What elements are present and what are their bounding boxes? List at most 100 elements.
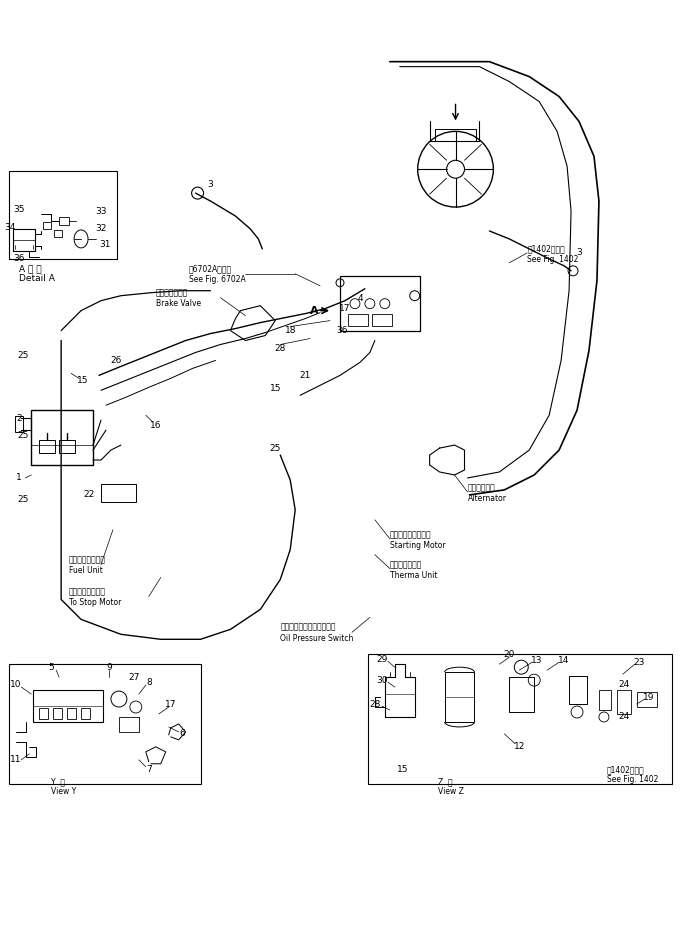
Text: オイルプレッシャスイッチ: オイルプレッシャスイッチ bbox=[280, 623, 336, 632]
Text: Fuel Unit: Fuel Unit bbox=[69, 566, 103, 575]
Bar bbox=[348, 313, 368, 326]
Text: 4: 4 bbox=[357, 294, 363, 303]
Text: 第6702A図参照: 第6702A図参照 bbox=[189, 264, 232, 273]
Text: 2: 2 bbox=[16, 413, 22, 423]
Bar bbox=[637, 692, 657, 707]
Bar bbox=[10, 664, 201, 784]
Bar bbox=[569, 676, 587, 704]
Bar bbox=[14, 229, 36, 251]
Text: 17: 17 bbox=[339, 304, 351, 313]
Text: 第1402図参照: 第1402図参照 bbox=[607, 765, 645, 774]
Text: Brake Valve: Brake Valve bbox=[156, 299, 201, 308]
Text: 13: 13 bbox=[531, 656, 543, 664]
Text: 15: 15 bbox=[77, 376, 89, 384]
Text: 25: 25 bbox=[18, 431, 29, 439]
Text: 36: 36 bbox=[336, 326, 348, 335]
Text: 19: 19 bbox=[643, 692, 654, 702]
Text: 7: 7 bbox=[146, 765, 152, 774]
Text: 第1402図参照: 第1402図参照 bbox=[527, 244, 565, 254]
Text: 36: 36 bbox=[14, 255, 25, 263]
Text: 14: 14 bbox=[559, 656, 570, 664]
Bar bbox=[59, 217, 69, 225]
Text: See Fig. 1402: See Fig. 1402 bbox=[527, 256, 579, 264]
Text: 25: 25 bbox=[270, 443, 281, 453]
Text: 26: 26 bbox=[110, 355, 122, 365]
Text: 29: 29 bbox=[376, 655, 387, 663]
Text: 35: 35 bbox=[14, 204, 25, 214]
Text: View Z: View Z bbox=[438, 787, 464, 796]
Text: Oil Pressure Switch: Oil Pressure Switch bbox=[280, 634, 354, 643]
Text: See Fig. 1402: See Fig. 1402 bbox=[607, 775, 658, 785]
Text: サーモユニット: サーモユニット bbox=[390, 560, 422, 569]
Text: 3: 3 bbox=[576, 248, 582, 258]
Text: 28: 28 bbox=[275, 344, 286, 353]
Text: 18: 18 bbox=[284, 326, 296, 335]
Bar bbox=[119, 717, 139, 731]
Text: Z  矢: Z 矢 bbox=[438, 777, 452, 787]
Bar bbox=[340, 276, 419, 330]
Text: 32: 32 bbox=[96, 225, 107, 233]
Text: 8: 8 bbox=[146, 677, 152, 687]
Text: 20: 20 bbox=[503, 649, 515, 659]
Bar bbox=[54, 230, 62, 237]
Text: 30: 30 bbox=[376, 675, 387, 685]
Text: 24: 24 bbox=[618, 713, 630, 721]
Bar bbox=[510, 677, 534, 712]
Bar bbox=[434, 130, 477, 141]
Text: 12: 12 bbox=[514, 743, 525, 751]
Text: A: A bbox=[310, 306, 318, 315]
Bar bbox=[599, 690, 611, 710]
Bar bbox=[10, 172, 117, 258]
Bar bbox=[39, 440, 55, 453]
Text: 33: 33 bbox=[95, 206, 107, 216]
Bar bbox=[445, 672, 475, 722]
Text: 24: 24 bbox=[618, 679, 630, 689]
Text: 27: 27 bbox=[128, 673, 139, 682]
Bar bbox=[617, 690, 631, 714]
Text: 15: 15 bbox=[397, 765, 408, 774]
Bar bbox=[15, 416, 23, 432]
Text: 5: 5 bbox=[48, 662, 54, 672]
Text: オルタネータ: オルタネータ bbox=[467, 483, 495, 493]
Bar bbox=[67, 708, 76, 719]
Text: Y  矢: Y 矢 bbox=[51, 777, 65, 787]
Bar bbox=[53, 708, 62, 719]
Text: A 件 細: A 件 細 bbox=[19, 264, 42, 273]
Text: フュエルユニット: フュエルユニット bbox=[69, 555, 106, 564]
Text: 21: 21 bbox=[299, 371, 311, 380]
Text: 9: 9 bbox=[106, 662, 112, 672]
Text: 25: 25 bbox=[18, 495, 29, 505]
Text: 15: 15 bbox=[270, 383, 281, 393]
Text: 11: 11 bbox=[10, 756, 21, 764]
Text: 3: 3 bbox=[208, 180, 213, 188]
Text: See Fig. 6702A: See Fig. 6702A bbox=[189, 275, 245, 285]
Bar bbox=[43, 222, 51, 229]
Text: Alternator: Alternator bbox=[467, 494, 507, 504]
Bar bbox=[31, 411, 93, 465]
Text: スタータングモータ: スタータングモータ bbox=[390, 530, 432, 539]
Text: 23: 23 bbox=[633, 658, 645, 667]
Bar bbox=[101, 484, 136, 502]
Text: Therma Unit: Therma Unit bbox=[390, 571, 437, 580]
Text: 34: 34 bbox=[5, 224, 16, 232]
Bar bbox=[368, 654, 671, 784]
Text: 25: 25 bbox=[18, 351, 29, 360]
Text: View Y: View Y bbox=[51, 787, 76, 796]
Text: Starting Motor: Starting Motor bbox=[390, 541, 445, 550]
Text: ブレーキバルブ: ブレーキバルブ bbox=[156, 288, 188, 298]
Text: 6: 6 bbox=[180, 730, 186, 738]
Text: 28: 28 bbox=[370, 700, 380, 708]
Bar bbox=[59, 440, 75, 453]
Text: 1: 1 bbox=[16, 473, 22, 482]
Text: ストップモータへ: ストップモータへ bbox=[69, 587, 106, 596]
Text: 16: 16 bbox=[150, 421, 161, 430]
Text: To Stop Motor: To Stop Motor bbox=[69, 598, 122, 607]
Bar bbox=[81, 708, 90, 719]
Text: 22: 22 bbox=[83, 491, 95, 499]
Bar bbox=[372, 313, 392, 326]
Text: 17: 17 bbox=[165, 700, 176, 708]
Bar bbox=[33, 690, 103, 722]
Text: 31: 31 bbox=[99, 241, 111, 249]
Text: Detail A: Detail A bbox=[19, 274, 55, 284]
Text: 10: 10 bbox=[10, 679, 21, 689]
